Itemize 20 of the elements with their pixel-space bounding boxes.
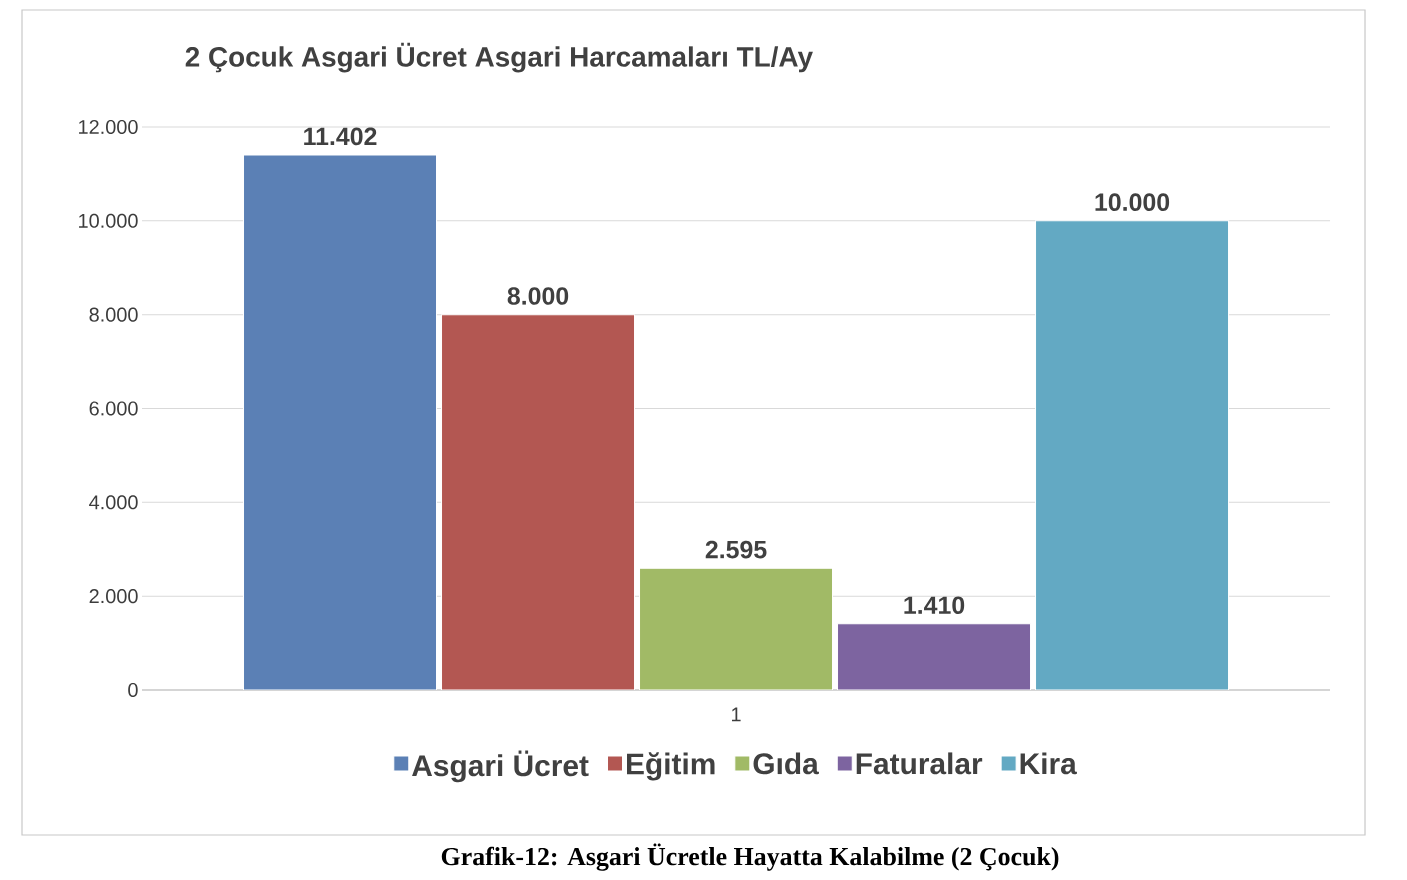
y-tick-label: 10.000 — [79, 213, 138, 228]
text: Grafik-12: Asgari Ücretle Hayatta Kalabilme (2 Çocuk) — [441, 843, 1059, 871]
y-tick-label: 0 — [128, 682, 138, 698]
y-tick-label: 2.000 — [89, 589, 138, 604]
y-tick-label: 12.000 — [79, 119, 138, 135]
y-tick-label: 4.000 — [89, 495, 138, 510]
data-label: 1.410 — [904, 596, 965, 615]
legend-label: Faturalar — [856, 752, 983, 775]
legend-label: Eğitim — [627, 752, 715, 781]
y-tick-label: 6.000 — [89, 401, 138, 416]
data-label: 8.000 — [507, 287, 569, 305]
data-label: 10.000 — [1095, 193, 1170, 211]
x-tick-label: 1 — [732, 707, 741, 722]
y-tick-label: 8.000 — [89, 307, 138, 322]
data-label: 11.402 — [304, 127, 377, 146]
chart-title: 2 Çocuk Asgari Ücret Asgari Harcamaları TL/Ay — [185, 42, 813, 73]
legend-label: Kira — [1020, 752, 1077, 775]
legend-label: Asgari Ücret — [412, 750, 589, 783]
data-label: 2.595 — [705, 540, 767, 559]
legend-label: Gıda — [753, 752, 819, 775]
